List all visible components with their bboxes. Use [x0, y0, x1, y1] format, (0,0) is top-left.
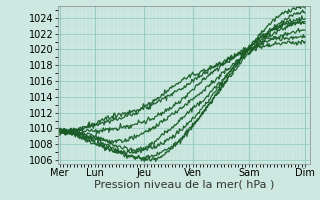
X-axis label: Pression niveau de la mer( hPa ): Pression niveau de la mer( hPa ) [94, 180, 274, 190]
